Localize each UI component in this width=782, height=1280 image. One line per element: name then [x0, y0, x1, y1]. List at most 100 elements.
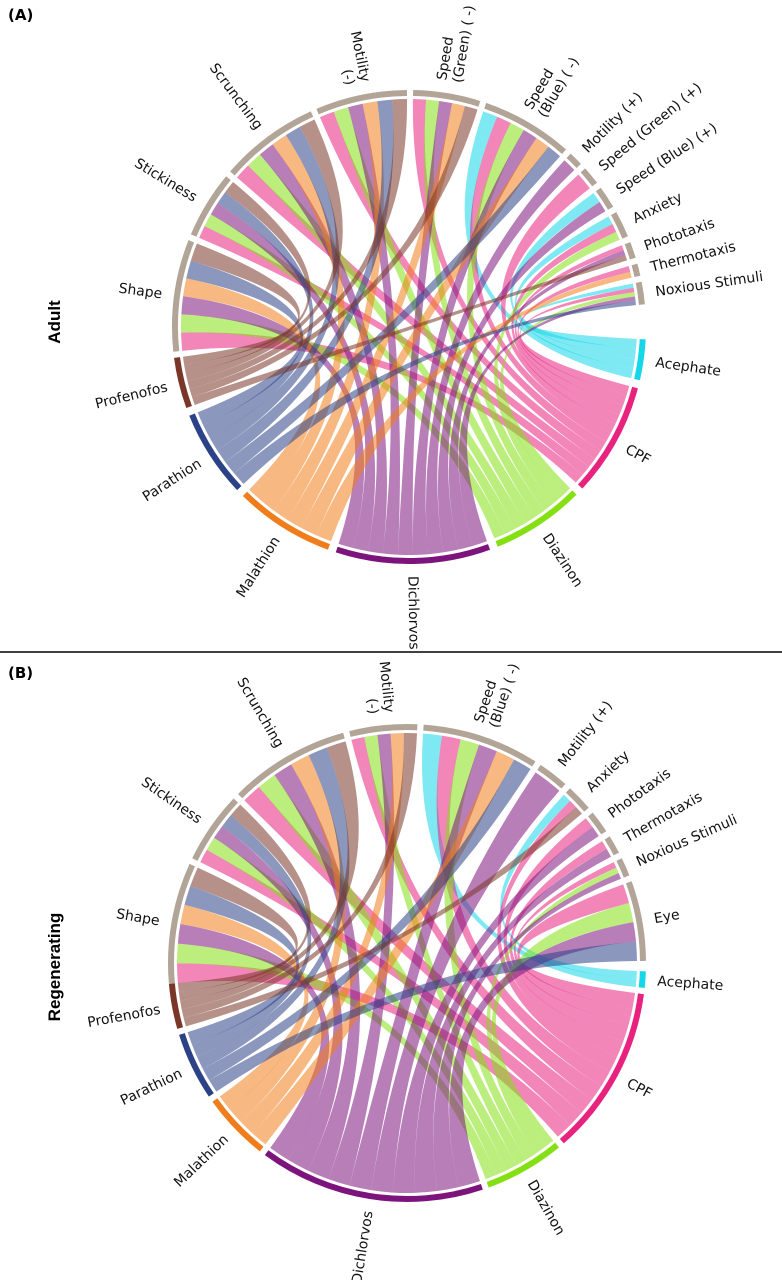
- ribbon-malathion-to-motility: [273, 101, 384, 520]
- ribbon-dichlorvos-to-scrunching: [274, 764, 361, 1180]
- panel-letter-a: (A): [8, 6, 33, 24]
- arc-dichlorvos: [264, 1150, 483, 1203]
- arc-profenofos: [168, 983, 184, 1029]
- ribbons-regenerating: [177, 732, 637, 1193]
- arc-acephate: [638, 971, 646, 988]
- label-speed-green: Speed(Green) ( -): [434, 2, 478, 84]
- arc-anxiety: [565, 788, 589, 812]
- label-speed-blue: Speed(Blue) ( -): [521, 47, 582, 121]
- arc-shape: [171, 240, 195, 352]
- label-acephate: Acephate: [657, 974, 724, 995]
- ribbon-malathion-to-shape: [180, 904, 309, 1110]
- arc-noxious-stimuli: [616, 858, 630, 878]
- ribbon-diazinon-to-motility: [333, 107, 535, 524]
- arc-parathion: [179, 1033, 214, 1097]
- ribbon-cpf-to-speed-green: [501, 174, 616, 434]
- ribbon-profenofos-to-shape: [177, 867, 298, 992]
- label-diazinon: Diazinon: [539, 531, 586, 591]
- arc-profenofos: [174, 357, 192, 409]
- ribbon-cpf-to-thermotaxis: [509, 841, 629, 1042]
- ribbon-parathion-to-eye: [209, 941, 637, 1092]
- arc-motility: [566, 153, 581, 168]
- panel-letter-b: (B): [8, 664, 33, 682]
- ribbon-cpf-to-eye: [517, 884, 636, 1010]
- arc-thermotaxis: [604, 836, 619, 856]
- label-speed-blue: Speed (Blue) (+): [613, 120, 720, 198]
- arc-motility: [537, 764, 566, 789]
- arc-acephate: [634, 339, 646, 381]
- label-anxiety: Anxiety: [630, 189, 685, 226]
- ribbon-parathion-to-scrunching: [197, 747, 350, 1069]
- label-dichlorvos: Dichlorvos: [349, 1210, 376, 1280]
- panel-adult: (A) Adult Profenofos Parathion Malathion Di…: [8, 2, 764, 650]
- ribbon-dichlorvos-to-noxious-stimuli: [458, 296, 636, 546]
- arc-eye: [625, 881, 646, 961]
- arc-shape: [168, 863, 195, 984]
- row-label-regenerating: Regenerating: [45, 913, 64, 1022]
- arc-diazinon: [486, 1142, 560, 1188]
- arc-stickiness: [190, 176, 231, 237]
- arc-speed-blue: [595, 187, 614, 210]
- arcs-adult: [171, 90, 646, 564]
- ribbon-diazinon-to-shape: [181, 314, 505, 539]
- ribbon-cpf-to-anxiety: [511, 224, 620, 425]
- label-eye: Eye: [653, 907, 681, 927]
- ribbon-profenofos-to-phototaxis: [192, 255, 628, 405]
- label-diazinon: Diazinon: [524, 1177, 568, 1238]
- ribbon-parathion-to-shape: [186, 260, 304, 426]
- arc-parathion: [189, 413, 242, 491]
- ribbon-dichlorvos-to-eye: [449, 922, 636, 1188]
- arc-speed-green: [413, 90, 481, 107]
- arc-scrunching: [230, 111, 314, 176]
- ribbon-dichlorvos-to-noxious-stimuli: [433, 873, 621, 1192]
- row-label-adult: Adult: [45, 300, 64, 344]
- arc-anxiety: [611, 212, 628, 239]
- arc-motility: [316, 90, 407, 115]
- panel-regenerating: (B) Regenerating Profenofos Parathion Mala…: [8, 657, 740, 1280]
- arc-cpf: [559, 993, 644, 1144]
- ribbon-dichlorvos-to-phototaxis: [392, 826, 599, 1193]
- arc-malathion: [212, 1098, 264, 1152]
- ribbon-cpf-to-noxious-stimuli: [519, 287, 635, 396]
- ribbon-diazinon-to-scrunching: [258, 774, 517, 1171]
- label-profenofos: Profenofos: [94, 379, 170, 412]
- ribbon-dichlorvos-to-speed-blue: [412, 130, 537, 555]
- ribbon-parathion-to-speed-blue: [202, 759, 531, 1081]
- label-anxiety: Anxiety: [583, 748, 632, 796]
- ribbon-profenofos-to-stickiness: [184, 181, 311, 374]
- arc-speed-blue: [484, 102, 567, 154]
- arc-cpf: [577, 386, 638, 489]
- ribbons-adult: [181, 99, 637, 555]
- arc-speed-blue: [423, 724, 536, 767]
- label-noxious-stimuli: Noxious Stimuli: [654, 269, 764, 300]
- arc-scrunching: [238, 732, 345, 799]
- label-malathion: Malathion: [233, 534, 283, 601]
- ribbon-malathion-to-speed-blue: [252, 751, 515, 1145]
- ribbon-cpf-to-scrunching: [236, 165, 595, 468]
- label-stickiness: Stickiness: [138, 774, 205, 827]
- ribbon-profenofos-to-scrunching: [180, 741, 359, 1010]
- label-cpf: CPF: [624, 1076, 655, 1103]
- ribbon-dichlorvos-to-motility: [371, 772, 560, 1193]
- arc-malathion: [242, 491, 330, 550]
- label-parathion: Parathion: [140, 456, 205, 505]
- arc-motility: [349, 724, 418, 737]
- arc-stickiness: [192, 798, 238, 861]
- ribbon-cpf-to-shape: [181, 332, 583, 483]
- ribbon-cpf-to-speed-blue: [436, 735, 610, 1087]
- label-parathion: Parathion: [118, 1066, 185, 1109]
- ribbon-acephate-to-noxious-stimuli: [521, 283, 637, 349]
- arcs-regenerating: [168, 724, 646, 1203]
- label-dichlorvos: Dichlorvos: [404, 576, 421, 650]
- label-scrunching: Scrunching: [206, 61, 266, 133]
- ribbon-acephate-to-speed-blue: [464, 111, 634, 379]
- ribbon-dichlorvos-to-motility: [328, 733, 395, 1186]
- label-profenofos: Profenofos: [86, 1002, 162, 1031]
- ribbon-dichlorvos-to-stickiness: [210, 203, 376, 552]
- arc-thermotaxis: [631, 263, 641, 278]
- ribbon-dichlorvos-to-speed-green: [397, 101, 453, 555]
- label-speed-blue: Speed(Blue) ( -): [471, 657, 522, 730]
- ribbon-cpf-to-anxiety: [497, 800, 617, 1072]
- ribbon-malathion-to-speed-blue: [301, 137, 549, 536]
